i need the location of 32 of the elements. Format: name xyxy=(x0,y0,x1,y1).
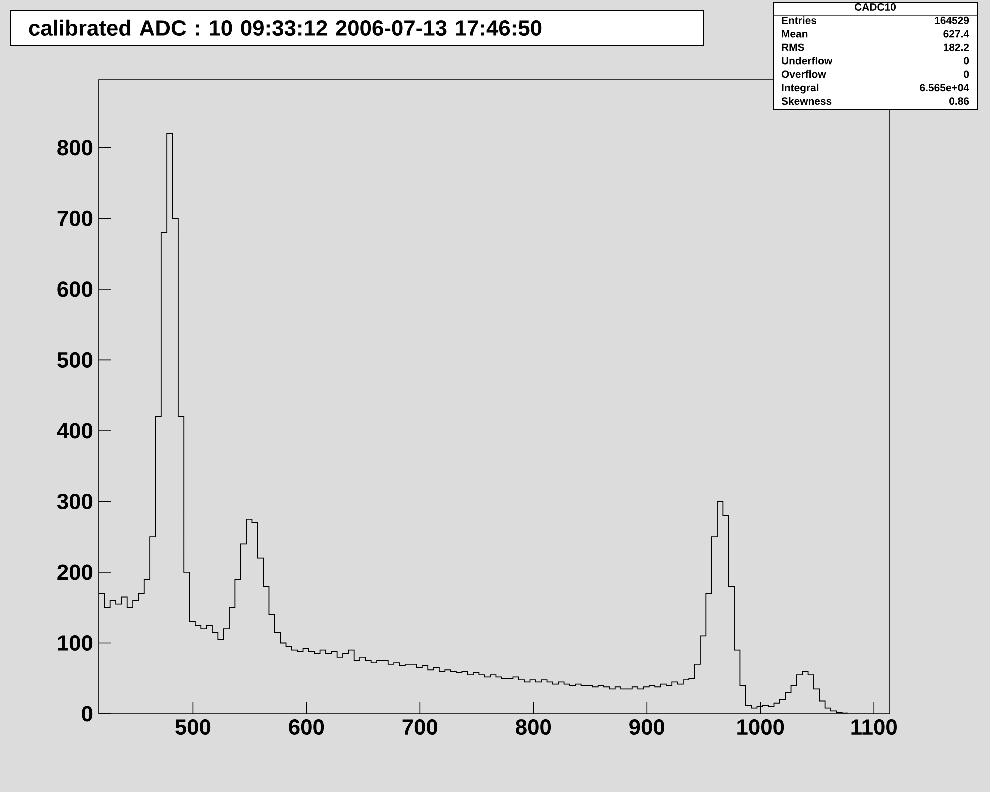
x-tick-label: 1000 xyxy=(738,720,784,736)
x-tick-label: 600 xyxy=(289,720,324,736)
text: Entries xyxy=(782,16,817,24)
y-tick-label: 0 xyxy=(82,706,93,722)
y-tick-label: 800 xyxy=(58,140,93,156)
y-tick-label: 600 xyxy=(58,282,93,298)
text: 0 xyxy=(964,70,970,78)
x-tick-label: 700 xyxy=(402,720,438,736)
text: 627.4 xyxy=(944,30,970,38)
text: 164529 xyxy=(935,16,970,24)
annotation: Skewness xyxy=(782,97,832,106)
x-tick-label: 900 xyxy=(630,720,665,736)
y-tick-label: 200 xyxy=(58,564,93,580)
text: Mean xyxy=(782,30,808,38)
y-tick-label: 300 xyxy=(57,494,93,510)
text: RMS xyxy=(782,44,804,52)
text: CADC10 xyxy=(855,4,896,11)
y-tick-label: 100 xyxy=(58,635,93,652)
y-tick-label: 400 xyxy=(57,423,93,439)
x-tick-label: 1100 xyxy=(852,720,897,736)
y-tick-label: 500 xyxy=(58,352,93,368)
text: Overflow xyxy=(782,70,826,78)
chart-title: calibrated ADC : 10 09:33:12 2006-07-13 17:46:50 xyxy=(29,20,542,36)
text: 6.565e+04 xyxy=(920,84,970,92)
text: 0 xyxy=(964,57,970,65)
annotation: Integral xyxy=(782,84,819,94)
x-tick-label: 800 xyxy=(516,720,552,736)
text: Underflow xyxy=(782,57,833,65)
text: 0.86 xyxy=(950,98,970,106)
text: 182.2 xyxy=(944,44,970,52)
x-tick-label: 500 xyxy=(176,720,211,736)
y-tick-label: 700 xyxy=(58,210,93,226)
